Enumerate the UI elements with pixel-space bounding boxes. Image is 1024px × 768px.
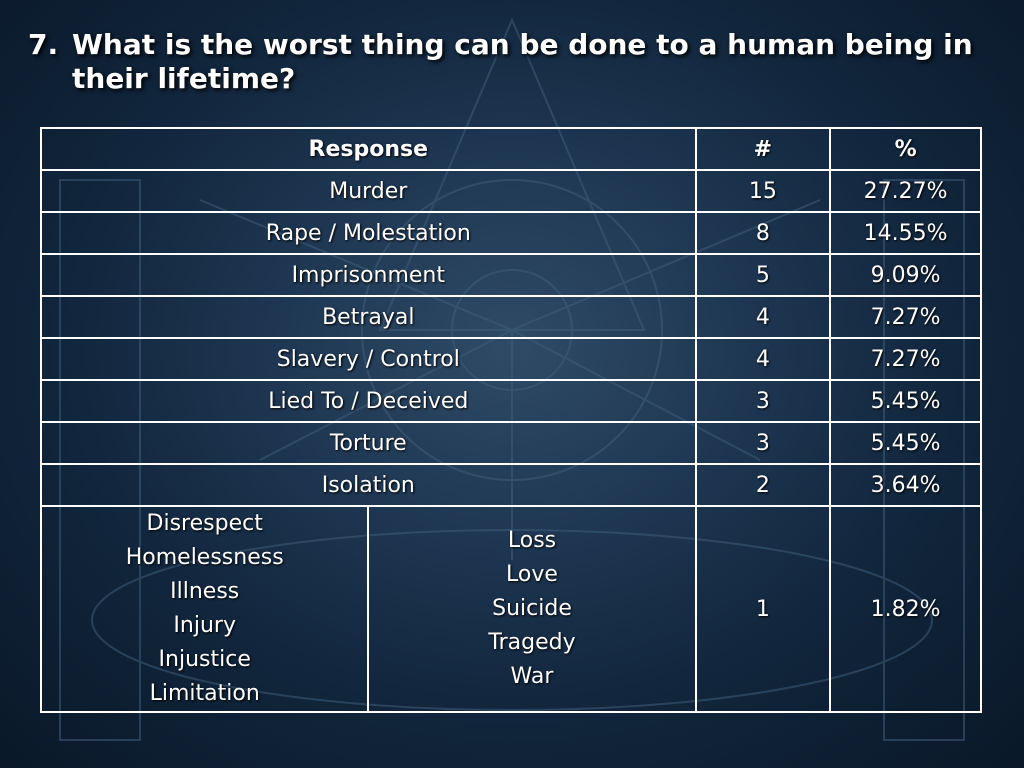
count-cell: 4: [694, 337, 832, 381]
response-cell: Rape / Molestation: [40, 211, 697, 255]
table-row: Imprisonment 5 9.09%: [40, 253, 982, 297]
response-cell: Lied To / Deceived: [40, 379, 697, 423]
results-table: Response # % Murder 15 27.27% Rape / Mol…: [39, 127, 982, 713]
response-item: War: [510, 664, 554, 689]
table-row: Slavery / Control 4 7.27%: [40, 337, 982, 381]
response-item: Limitation: [149, 681, 260, 706]
response-cell: Slavery / Control: [40, 337, 697, 381]
count-cell: 2: [694, 463, 832, 507]
count-cell: 3: [694, 421, 832, 465]
percent-cell: 9.09%: [829, 253, 982, 297]
table-row-single-responses: Disrespect Homelessness Illness Injury I…: [39, 505, 982, 713]
count-cell: 1: [694, 505, 832, 713]
percent-cell: 5.45%: [829, 379, 982, 423]
header-percent: %: [829, 127, 982, 171]
response-cell: Imprisonment: [40, 253, 697, 297]
table-row: Murder 15 27.27%: [40, 169, 982, 213]
header-response: Response: [40, 127, 697, 171]
count-cell: 4: [694, 295, 832, 339]
response-item: Love: [506, 562, 558, 587]
header-count: #: [694, 127, 832, 171]
percent-cell: 7.27%: [829, 295, 982, 339]
response-group-b: Loss Love Suicide Tragedy War: [367, 505, 697, 713]
response-item: Loss: [507, 528, 557, 553]
response-item: Injury: [173, 613, 236, 638]
response-cell: Murder: [40, 169, 697, 213]
table-row: Lied To / Deceived 3 5.45%: [40, 379, 982, 423]
slide-title: 7. What is the worst thing can be done t…: [28, 28, 1008, 96]
response-item: Suicide: [492, 596, 572, 621]
table-row: Betrayal 4 7.27%: [40, 295, 982, 339]
response-item: Disrespect: [146, 511, 263, 536]
table-row: Rape / Molestation 8 14.55%: [40, 211, 982, 255]
count-cell: 15: [694, 169, 832, 213]
percent-cell: 5.45%: [829, 421, 982, 465]
question-text: What is the worst thing can be done to a…: [72, 28, 973, 95]
response-item: Homelessness: [125, 545, 284, 570]
table-row: Isolation 2 3.64%: [40, 463, 982, 507]
percent-cell: 3.64%: [829, 463, 982, 507]
response-cell: Betrayal: [40, 295, 697, 339]
percent-cell: 1.82%: [829, 505, 982, 713]
response-item: Illness: [170, 579, 240, 604]
count-cell: 3: [694, 379, 832, 423]
question-number: 7.: [28, 28, 59, 61]
response-item: Injustice: [158, 647, 251, 672]
count-cell: 5: [694, 253, 832, 297]
response-item: Tragedy: [488, 630, 576, 655]
table-row: Torture 3 5.45%: [40, 421, 982, 465]
count-cell: 8: [694, 211, 832, 255]
response-group-a: Disrespect Homelessness Illness Injury I…: [39, 505, 370, 713]
percent-cell: 14.55%: [829, 211, 982, 255]
percent-cell: 7.27%: [829, 337, 982, 381]
table-header-row: Response # %: [40, 127, 982, 171]
response-cell: Torture: [40, 421, 697, 465]
percent-cell: 27.27%: [829, 169, 982, 213]
response-cell: Isolation: [40, 463, 697, 507]
